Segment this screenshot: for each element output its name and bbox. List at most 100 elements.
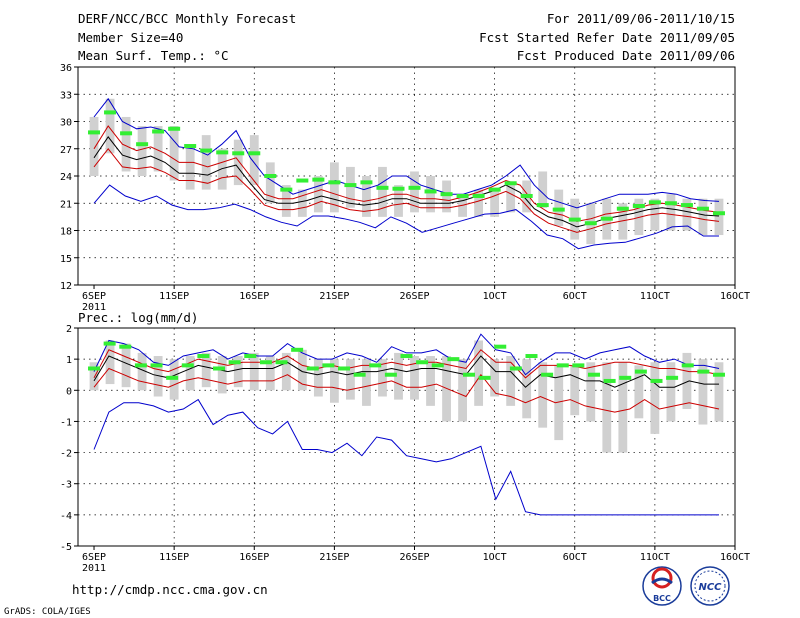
prec-spread-box — [522, 359, 532, 419]
prec-ytick-label: -3 — [60, 480, 72, 491]
temp-ytick-label: 27 — [60, 145, 72, 156]
temp-ensemble-marker — [712, 211, 725, 216]
forecast-period-label: For 2011/09/06-2011/10/15 — [547, 11, 735, 26]
bcc-logo-text: BCC — [653, 594, 671, 603]
prec-ensemble-marker — [509, 366, 522, 371]
prec-ensemble-marker — [525, 354, 538, 359]
temp-spread-box — [698, 198, 708, 236]
ncc-logo-text: NCC — [698, 582, 722, 593]
temp-spread-box — [233, 139, 243, 186]
prec-xtick-label: 6OCT — [563, 552, 587, 563]
prec-spread-box — [217, 356, 227, 394]
prec-spread-box — [698, 359, 708, 425]
temp-ytick-label: 18 — [60, 227, 72, 238]
prec-ensemble-marker — [181, 363, 194, 368]
prec-ensemble-marker — [306, 366, 319, 371]
prec-ensemble-marker — [384, 372, 397, 377]
temp-ensemble-marker — [456, 193, 469, 198]
prec-ensemble-marker — [197, 354, 210, 359]
temp-spread-box — [105, 98, 115, 154]
temp-ensemble-marker — [392, 186, 405, 191]
temp-ensemble-marker — [216, 150, 229, 155]
prec-ensemble-marker — [228, 360, 241, 365]
prec-ensemble-marker — [572, 363, 585, 368]
temp-ensemble-marker — [104, 110, 117, 115]
prec-ensemble-marker — [634, 369, 647, 374]
temp-xtick-label: 26SEP — [399, 291, 429, 302]
prec-ensemble-marker — [275, 360, 288, 365]
prec-spread-box — [474, 340, 484, 406]
temp-ytick-label: 36 — [60, 63, 72, 74]
prec-year-label: 2011 — [82, 563, 106, 574]
prec-ensemble-marker — [259, 360, 272, 365]
prec-spread-box — [201, 352, 211, 388]
temp-xtick-label: 1OCT — [483, 291, 507, 302]
temp-ensemble-marker — [472, 193, 485, 198]
temp-xtick-label: 21SEP — [319, 291, 349, 302]
prec-xtick-label: 11SEP — [159, 552, 189, 563]
footer-url[interactable]: http://cmdp.ncc.cma.gov.cn — [72, 582, 268, 597]
temp-ensemble-marker — [584, 221, 597, 226]
prec-ensemble-marker — [478, 375, 491, 380]
temp-spread-box — [378, 166, 387, 217]
prec-spread-box — [329, 359, 339, 403]
temp-ensemble-marker — [328, 180, 341, 185]
prec-ensemble-marker — [416, 360, 429, 365]
prec-ensemble-marker — [712, 372, 725, 377]
temp-ensemble-marker — [680, 203, 693, 208]
prec-lower-line — [93, 367, 720, 413]
figure-title: DERF/NCC/BCC Monthly Forecast — [78, 11, 296, 26]
temp-spread-box — [666, 194, 676, 231]
temp-ensemble-marker — [232, 151, 245, 156]
prec-ensemble-marker — [541, 372, 554, 377]
prec-spread-box — [634, 365, 644, 419]
temp-spread-box — [618, 203, 628, 240]
prec-spread-box — [426, 356, 435, 406]
temp-spread-box — [538, 171, 548, 208]
prec-ensemble-marker — [213, 366, 226, 371]
prec-max-line — [93, 333, 720, 376]
temp-spread-box — [682, 198, 692, 231]
prec-plot-frame — [77, 327, 736, 547]
prec-ensemble-marker — [322, 363, 335, 368]
prec-ytick-label: 0 — [66, 386, 72, 397]
temp-spread-box — [506, 185, 516, 213]
prec-ensemble-marker — [353, 372, 366, 377]
temp-spread-box — [249, 135, 259, 186]
member-size-label: Member Size=40 — [78, 30, 183, 45]
temp-ytick-label: 24 — [60, 172, 72, 183]
prec-ensemble-marker — [697, 369, 710, 374]
prec-ytick-label: 2 — [66, 324, 72, 335]
temp-xtick-label: 11SEP — [159, 291, 189, 302]
prec-ytick-label: -2 — [60, 449, 72, 460]
temp-year-label: 2011 — [82, 302, 106, 313]
temp-spread-box — [281, 185, 291, 217]
forecast-produced-label: Fcst Produced Date 2011/09/06 — [517, 48, 735, 63]
prec-spread-box — [378, 359, 387, 397]
prec-spread-box — [570, 365, 580, 416]
temp-spread-box — [714, 198, 724, 236]
prec-xtick-label: 11OCT — [640, 552, 670, 563]
prec-ensemble-marker — [681, 363, 694, 368]
temp-spread-box — [89, 116, 99, 176]
temp-ensemble-marker — [184, 144, 197, 149]
temp-ytick-label: 30 — [60, 118, 72, 129]
temp-ensemble-marker — [696, 206, 709, 211]
prec-ensemble-marker — [556, 363, 569, 368]
prec-ensemble-marker — [150, 363, 163, 368]
prec-spread-box — [137, 352, 147, 391]
temp-ensemble-marker — [296, 178, 309, 183]
prec-spread-box — [394, 352, 403, 400]
prec-spread-box — [297, 349, 307, 391]
temp-min-line — [93, 184, 719, 250]
prec-spread-box — [313, 359, 323, 397]
prec-spread-box — [490, 359, 500, 397]
temp-xtick-label: 16SEP — [239, 291, 269, 302]
prec-min-line — [93, 398, 719, 516]
temp-xtick-label: 11OCT — [640, 291, 670, 302]
temp-spread-box — [329, 162, 339, 213]
temp-upper-line — [93, 125, 720, 222]
temp-spread-box — [346, 166, 355, 208]
temp-ensemble-marker — [568, 217, 581, 222]
